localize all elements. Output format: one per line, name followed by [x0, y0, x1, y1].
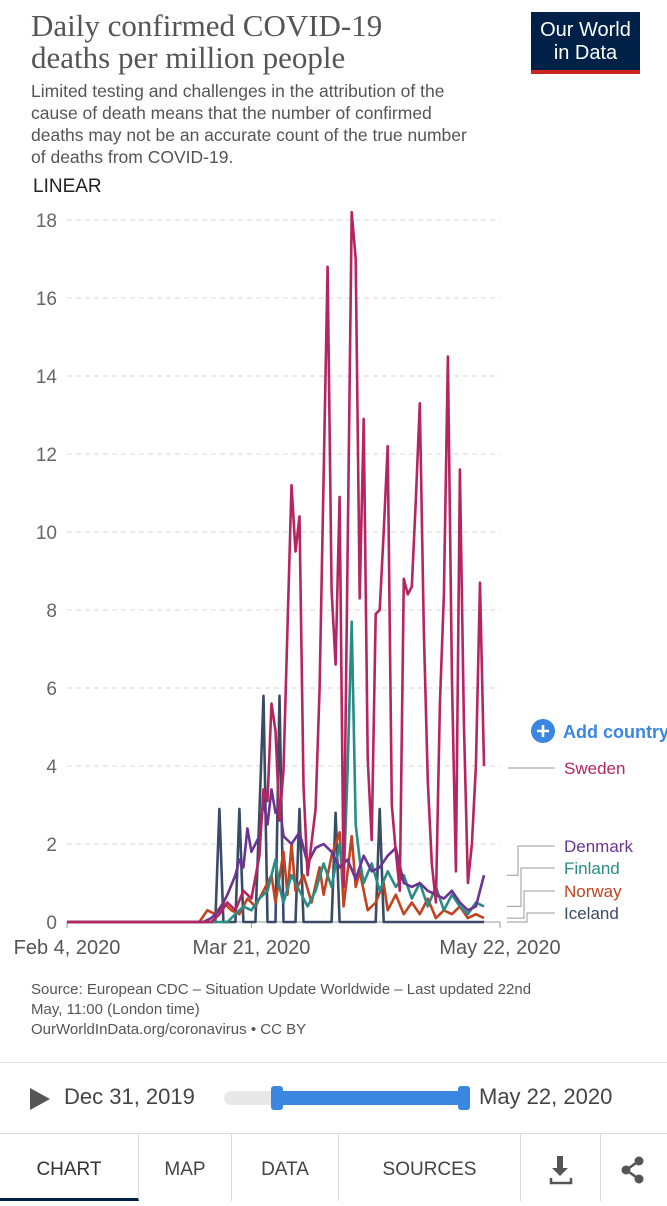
chart-title: Daily confirmed COVID-19 deaths per mill…: [31, 10, 501, 74]
source-line2: May, 11:00 (London time): [31, 1001, 200, 1018]
legend-connector: [507, 845, 555, 876]
y-tick-label: 18: [36, 211, 57, 232]
timeline: Dec 31, 2019 May 22, 2020: [0, 1062, 667, 1133]
x-axis: Feb 4, 2020 Mar 21, 2020 May 22, 2020: [14, 922, 561, 959]
play-icon[interactable]: [30, 1088, 50, 1110]
source-line3[interactable]: OurWorldInData.org/coronavirus • CC BY: [31, 1021, 307, 1038]
timeline-start-date: Dec 31, 2019: [64, 1084, 195, 1109]
tab-data[interactable]: DATA: [232, 1134, 339, 1201]
y-tick-label: 0: [46, 913, 57, 934]
legend-connector: [507, 890, 555, 919]
tab-sources[interactable]: SOURCES: [339, 1134, 521, 1201]
legend-connector: [507, 912, 555, 923]
y-tick-label: 10: [36, 523, 57, 544]
download-button[interactable]: [521, 1134, 601, 1201]
y-axis-ticks: 0 2 4 6 8 10 12 14 16 18: [36, 211, 58, 934]
series-line-denmark[interactable]: [67, 788, 486, 924]
y-tick-label: 14: [36, 367, 58, 388]
legend-label-denmark[interactable]: Denmark: [564, 837, 633, 856]
plus-glyph: [537, 725, 549, 737]
tab-bar: CHART MAP DATA SOURCES: [0, 1133, 667, 1201]
share-button[interactable]: [601, 1134, 667, 1201]
logo-line2: in Data: [553, 42, 618, 64]
gridlines: [67, 219, 500, 923]
legend-label-norway[interactable]: Norway: [564, 882, 622, 901]
series-lines: [67, 210, 486, 924]
tab-map[interactable]: MAP: [139, 1134, 232, 1201]
scale-toggle[interactable]: LINEAR: [33, 176, 102, 197]
source-line1: Source: European CDC – Situation Update …: [31, 981, 532, 998]
legend-connector: [507, 867, 555, 907]
timeline-selected-range[interactable]: [276, 1091, 464, 1105]
series-line-sweden[interactable]: [67, 210, 486, 924]
line-chart: 0 2 4 6 8 10 12 14 16 18 Feb 4, 2020 Mar 21, 2020 M…: [14, 210, 667, 959]
timeline-start-handle[interactable]: [270, 1086, 283, 1110]
legend: Sweden Denmark Finland Norway Iceland Add cou…: [507, 719, 667, 923]
legend-label-iceland[interactable]: Iceland: [564, 904, 619, 923]
tab-chart[interactable]: CHART: [0, 1134, 139, 1201]
y-tick-label: 4: [46, 757, 57, 778]
owid-logo[interactable]: Our World in Data: [531, 12, 640, 74]
legend-label-sweden[interactable]: Sweden: [564, 759, 625, 778]
y-tick-label: 16: [36, 289, 57, 310]
x-tick-label: May 22, 2020: [439, 937, 560, 959]
legend-label-finland[interactable]: Finland: [564, 859, 620, 878]
y-tick-label: 2: [46, 835, 57, 856]
chart-title-line2: deaths per million people: [31, 40, 346, 75]
download-icon: [549, 1156, 573, 1185]
share-icon: [621, 1156, 644, 1184]
y-tick-label: 8: [46, 601, 57, 622]
y-tick-label: 12: [36, 445, 57, 466]
timeline-end-date: May 22, 2020: [479, 1084, 613, 1109]
chart-title-line1: Daily confirmed COVID-19: [31, 8, 383, 43]
timeline-end-handle[interactable]: [458, 1086, 470, 1110]
y-tick-label: 6: [46, 679, 57, 700]
logo-line1: Our World: [540, 19, 631, 41]
add-country-button[interactable]: Add country: [563, 722, 667, 742]
x-tick-label: Mar 21, 2020: [192, 937, 310, 959]
x-tick-label: Feb 4, 2020: [14, 937, 121, 959]
chart-subtitle: Limited testing and challenges in the at…: [31, 81, 467, 167]
source-note: Source: European CDC – Situation Update …: [31, 980, 631, 1040]
